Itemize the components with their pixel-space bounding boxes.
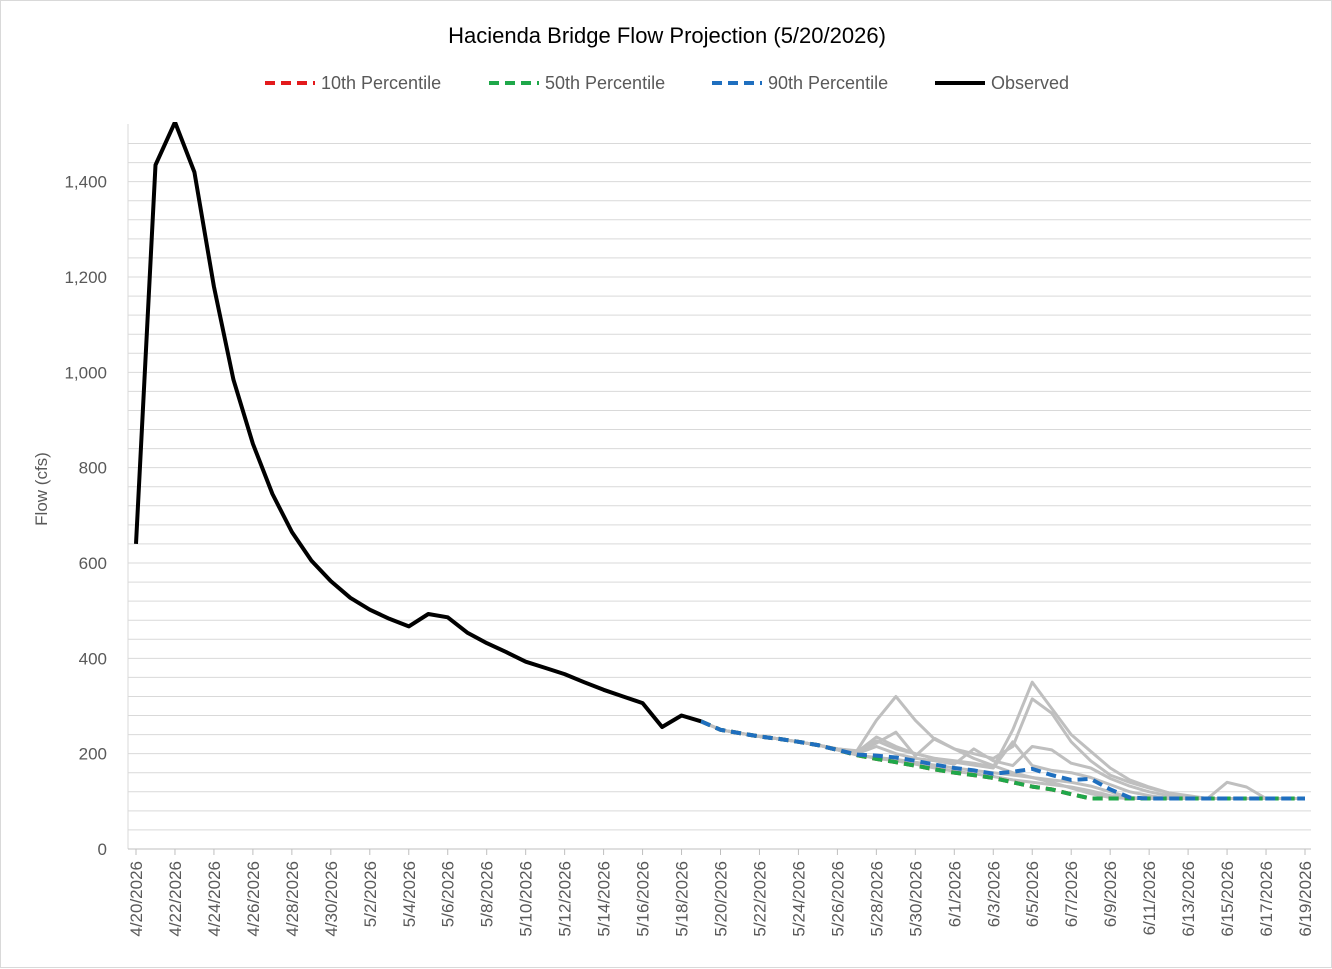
x-tick-label: 4/26/2026 xyxy=(244,861,263,937)
x-tick-label: 5/16/2026 xyxy=(634,861,653,937)
x-tick-label: 4/22/2026 xyxy=(166,861,185,937)
x-tick-label: 5/10/2026 xyxy=(517,861,536,937)
x-tick-label: 5/20/2026 xyxy=(712,861,731,937)
x-tick-label: 5/22/2026 xyxy=(750,861,769,937)
x-tick-label: 5/18/2026 xyxy=(673,861,692,937)
x-tick-label: 6/9/2026 xyxy=(1101,861,1120,927)
y-tick-label: 1,400 xyxy=(64,173,107,192)
x-tick-label: 6/11/2026 xyxy=(1140,861,1159,935)
x-tick-label: 5/12/2026 xyxy=(556,861,575,937)
legend-label-observed: Observed xyxy=(991,73,1069,93)
y-tick-label: 1,200 xyxy=(64,268,107,287)
y-tick-label: 800 xyxy=(79,459,107,478)
plot-area xyxy=(134,122,1305,801)
series-line-50th-percentile xyxy=(700,719,1305,801)
legend-label-50th-percentile: 50th Percentile xyxy=(545,73,665,93)
x-tick-label: 6/19/2026 xyxy=(1296,861,1315,937)
series-line-90th-percentile xyxy=(700,719,1305,801)
x-tick-label: 6/13/2026 xyxy=(1179,861,1198,937)
x-tick-label: 5/6/2026 xyxy=(439,861,458,927)
x-tick-label: 5/8/2026 xyxy=(478,861,497,927)
ensemble-trace xyxy=(700,719,1305,800)
x-tick-label: 5/14/2026 xyxy=(595,861,614,937)
x-tick-label: 5/26/2026 xyxy=(828,861,847,937)
series-line-observed xyxy=(134,122,702,729)
x-tick-label: 5/28/2026 xyxy=(867,861,886,937)
ensemble-trace xyxy=(700,719,1305,800)
x-tick-label: 4/20/2026 xyxy=(127,861,146,937)
x-tick-label: 4/28/2026 xyxy=(283,861,302,937)
x-tick-label: 4/30/2026 xyxy=(322,861,341,937)
ensemble-trace xyxy=(700,719,1305,800)
x-tick-label: 6/7/2026 xyxy=(1062,861,1081,927)
y-axis-label: Flow (cfs) xyxy=(32,452,51,526)
series-line-10th-percentile xyxy=(700,719,1305,801)
y-tick-label: 0 xyxy=(98,840,107,859)
x-tick-label: 5/30/2026 xyxy=(906,861,925,937)
x-tick-label: 6/3/2026 xyxy=(984,861,1003,927)
chart-legend: 10th Percentile 50th Percentile 90th Perce… xyxy=(265,73,1069,93)
x-tick-label: 5/4/2026 xyxy=(400,861,419,927)
chart-title: Hacienda Bridge Flow Projection (5/20/20… xyxy=(448,23,886,48)
x-axis-ticks: 4/20/2026 4/22/2026 4/24/2026 4/26/2026 4/28… xyxy=(127,849,1315,937)
y-tick-label: 400 xyxy=(79,649,107,668)
legend-label-90th-percentile: 90th Percentile xyxy=(768,73,888,93)
y-tick-label: 200 xyxy=(79,745,107,764)
x-tick-label: 5/2/2026 xyxy=(361,861,380,927)
y-tick-label: 1,000 xyxy=(64,363,107,382)
x-tick-label: 5/24/2026 xyxy=(789,861,808,937)
x-tick-label: 6/17/2026 xyxy=(1257,861,1276,937)
axes xyxy=(127,124,1311,850)
series-group xyxy=(134,122,1305,801)
gridlines xyxy=(128,143,1311,831)
x-tick-label: 6/15/2026 xyxy=(1218,861,1237,937)
x-tick-label: 4/24/2026 xyxy=(205,861,224,937)
x-tick-label: 6/1/2026 xyxy=(945,861,964,927)
ensemble-trace xyxy=(700,719,1305,800)
y-tick-label: 600 xyxy=(79,554,107,573)
y-axis-ticks: 0 200 400 600 800 1,000 1,200 1,400 xyxy=(64,173,107,859)
legend-label-10th-percentile: 10th Percentile xyxy=(321,73,441,93)
x-tick-label: 6/5/2026 xyxy=(1023,861,1042,927)
